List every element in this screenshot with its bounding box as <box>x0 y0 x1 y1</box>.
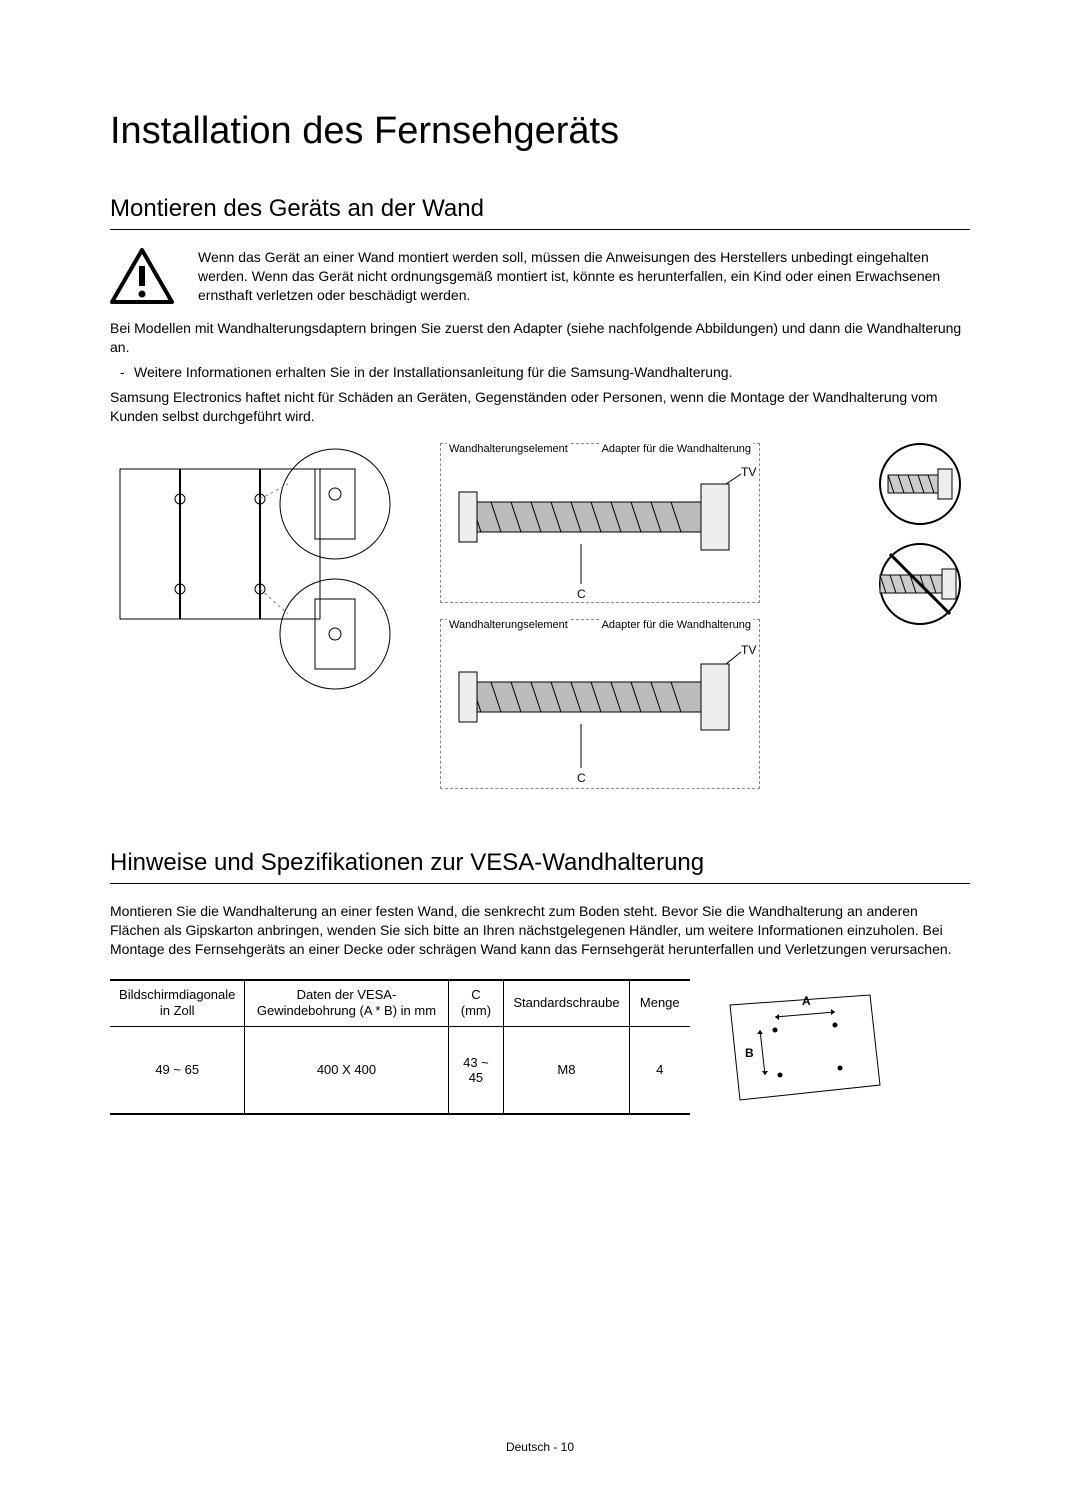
page-footer: Deutsch - 10 <box>0 1440 1080 1454</box>
screw-forbidden-icon <box>870 539 970 629</box>
mounting-diagram: Wandhalterungselement Adapter für die Wa… <box>110 439 970 799</box>
vesa-dimension-diagram: A B <box>710 965 890 1120</box>
label-adapter-2: Adapter für die Wandhalterung <box>600 619 753 631</box>
svg-text:TV: TV <box>741 643 756 657</box>
label-wandhalterung-1: Wandhalterungselement <box>447 443 570 455</box>
vesa-spec-table: Bildschirmdiagonale in Zoll Daten der VE… <box>110 979 690 1115</box>
section2-heading: Hinweise und Spezifikationen zur VESA-Wa… <box>110 849 970 884</box>
screw-allowed-icon <box>870 439 970 529</box>
section1-para1: Bei Modellen mit Wandhalterungsdaptern b… <box>110 319 970 357</box>
diagram-left-tv <box>110 439 430 799</box>
section1-para2: Samsung Electronics haftet nicht für Sch… <box>110 388 970 426</box>
svg-text:B: B <box>745 1046 754 1060</box>
cell-c: 43 ~ 45 <box>448 1026 504 1114</box>
col-screw: Standardschraube <box>504 980 629 1026</box>
svg-text:A: A <box>802 994 811 1008</box>
cell-diagonal: 49 ~ 65 <box>110 1026 245 1114</box>
svg-text:TV: TV <box>741 465 756 479</box>
table-header-row: Bildschirmdiagonale in Zoll Daten der VE… <box>110 980 690 1026</box>
warning-block: Wenn das Gerät an einer Wand montiert we… <box>110 248 970 309</box>
diagram-screw-bottom: TV C <box>441 620 761 790</box>
table-row: 49 ~ 65 400 X 400 43 ~ 45 M8 4 <box>110 1026 690 1114</box>
section1-heading: Montieren des Geräts an der Wand <box>110 195 970 230</box>
col-diagonal: Bildschirmdiagonale in Zoll <box>110 980 245 1026</box>
section1-bullet1: Weitere Informationen erhalten Sie in de… <box>110 363 970 382</box>
warning-text: Wenn das Gerät an einer Wand montiert we… <box>198 248 970 309</box>
svg-text:C: C <box>577 587 586 601</box>
label-adapter-1: Adapter für die Wandhalterung <box>600 443 753 455</box>
label-wandhalterung-2: Wandhalterungselement <box>447 619 570 631</box>
section2-para: Montieren Sie die Wandhalterung an einer… <box>110 902 970 959</box>
page-title: Installation des Fernsehgeräts <box>110 110 970 153</box>
cell-vesa: 400 X 400 <box>245 1026 448 1114</box>
col-qty: Menge <box>629 980 690 1026</box>
svg-text:C: C <box>577 771 586 785</box>
col-c: C (mm) <box>448 980 504 1026</box>
diagram-screw-top: TV C <box>441 444 761 604</box>
cell-qty: 4 <box>629 1026 690 1114</box>
cell-screw: M8 <box>504 1026 629 1114</box>
warning-icon <box>110 248 174 309</box>
col-vesa: Daten der VESA-Gewindebohrung (A * B) in… <box>245 980 448 1026</box>
